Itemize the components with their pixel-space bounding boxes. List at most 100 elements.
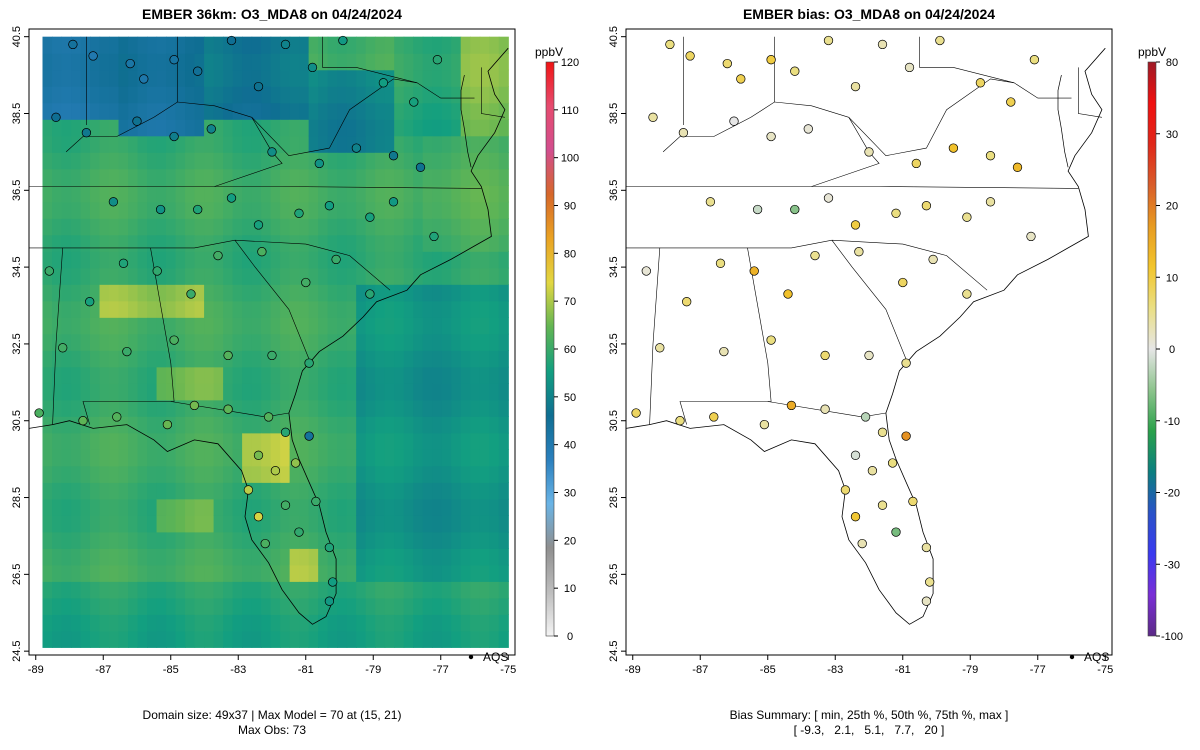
- model-grid-cell: [232, 548, 243, 566]
- model-grid-cell: [289, 614, 300, 632]
- y-tick-label: 24.5: [608, 640, 620, 661]
- model-grid-cell: [498, 119, 509, 137]
- model-grid-cell: [90, 383, 101, 401]
- model-grid-cell: [289, 498, 300, 516]
- model-grid-cell: [261, 201, 272, 219]
- model-grid-cell: [365, 333, 376, 351]
- model-grid-cell: [365, 498, 376, 516]
- model-grid-cell: [451, 515, 462, 533]
- model-grid-cell: [213, 383, 224, 401]
- model-grid-cell: [365, 449, 376, 467]
- model-grid-cell: [384, 267, 395, 285]
- model-grid-cell: [52, 498, 63, 516]
- model-grid-cell: [42, 251, 53, 269]
- model-grid-cell: [156, 465, 167, 483]
- model-grid-cell: [413, 564, 424, 582]
- model-grid-cell: [451, 465, 462, 483]
- model-grid-cell: [299, 498, 310, 516]
- model-grid-cell: [498, 86, 509, 104]
- model-grid-cell: [327, 350, 338, 368]
- model-grid-cell: [185, 482, 196, 500]
- model-grid-cell: [422, 482, 433, 500]
- observation-point: [58, 343, 68, 353]
- model-grid-cell: [99, 548, 110, 566]
- model-grid-cell: [251, 317, 262, 335]
- model-grid-cell: [242, 581, 253, 599]
- model-grid-cell: [137, 300, 148, 318]
- model-grid-cell: [356, 531, 367, 549]
- model-grid-cell: [147, 201, 158, 219]
- model-grid-cell: [432, 36, 443, 54]
- observation-point: [290, 458, 301, 468]
- model-grid-cell: [441, 581, 452, 599]
- model-grid-cell: [175, 53, 186, 71]
- model-grid-cell: [441, 531, 452, 549]
- model-grid-cell: [147, 597, 158, 615]
- right-footer-bias-summary-label: Bias Summary: [ min, 25th %, 50th %, 75t…: [730, 708, 1009, 722]
- model-grid-cell: [403, 515, 414, 533]
- model-grid-cell: [299, 581, 310, 599]
- observation-point: [243, 485, 254, 495]
- model-grid-cell: [460, 597, 471, 615]
- model-grid-cell: [175, 350, 186, 368]
- model-grid-cell: [232, 218, 243, 236]
- model-grid-cell: [61, 86, 72, 104]
- model-grid-cell: [394, 614, 405, 632]
- model-grid-cell: [251, 102, 262, 120]
- model-grid-cell: [137, 531, 148, 549]
- model-grid-cell: [251, 531, 262, 549]
- model-grid-cell: [337, 399, 348, 417]
- observation-point: [189, 400, 200, 411]
- model-grid-cell: [451, 350, 462, 368]
- model-grid-cell: [232, 482, 243, 500]
- model-grid-cell: [384, 152, 395, 170]
- model-grid-cell: [479, 36, 490, 54]
- model-grid-cell: [394, 234, 405, 252]
- model-grid-cell: [327, 86, 338, 104]
- state-boundary: [848, 78, 1015, 157]
- model-grid-cell: [90, 251, 101, 269]
- observation-point: [253, 81, 264, 92]
- bias-point: [759, 419, 770, 430]
- model-grid-cell: [175, 597, 186, 615]
- model-grid-cell: [42, 53, 53, 71]
- model-grid-cell: [166, 86, 177, 104]
- model-grid-cell: [394, 350, 405, 368]
- model-grid-cell: [299, 432, 310, 450]
- model-grid-cell: [109, 597, 120, 615]
- model-grid-cell: [166, 284, 177, 302]
- model-grid-cell: [318, 465, 329, 483]
- model-grid-cell: [137, 350, 148, 368]
- y-tick-label: 38.5: [608, 103, 620, 124]
- model-grid-cell: [109, 333, 120, 351]
- bias-point: [850, 512, 861, 522]
- model-grid-cell: [346, 515, 357, 533]
- model-grid-cell: [432, 482, 443, 500]
- model-grid-cell: [422, 284, 433, 302]
- model-grid-cell: [308, 36, 319, 54]
- model-grid-cell: [166, 383, 177, 401]
- model-grid-cell: [52, 218, 63, 236]
- model-grid-cell: [137, 284, 148, 302]
- model-grid-cell: [394, 218, 405, 236]
- colorbar-tick-label: 40: [564, 440, 576, 452]
- state-boundary: [322, 36, 475, 99]
- model-grid-cell: [441, 597, 452, 615]
- model-grid-cell: [270, 449, 281, 467]
- model-grid-cell: [460, 135, 471, 153]
- model-grid-cell: [327, 498, 338, 516]
- model-grid-cell: [422, 498, 433, 516]
- model-grid-cell: [403, 581, 414, 599]
- model-grid-cell: [337, 416, 348, 434]
- model-grid-cell: [375, 597, 386, 615]
- model-grid-cell: [489, 168, 500, 186]
- model-grid-cell: [356, 597, 367, 615]
- colorbar-tick-label: 60: [564, 344, 576, 356]
- model-grid-cell: [194, 366, 205, 384]
- model-grid-cell: [403, 135, 414, 153]
- model-grid-cell: [375, 152, 386, 170]
- model-grid-cell: [185, 69, 196, 87]
- observation-point: [81, 128, 92, 138]
- model-grid-cell: [118, 201, 129, 219]
